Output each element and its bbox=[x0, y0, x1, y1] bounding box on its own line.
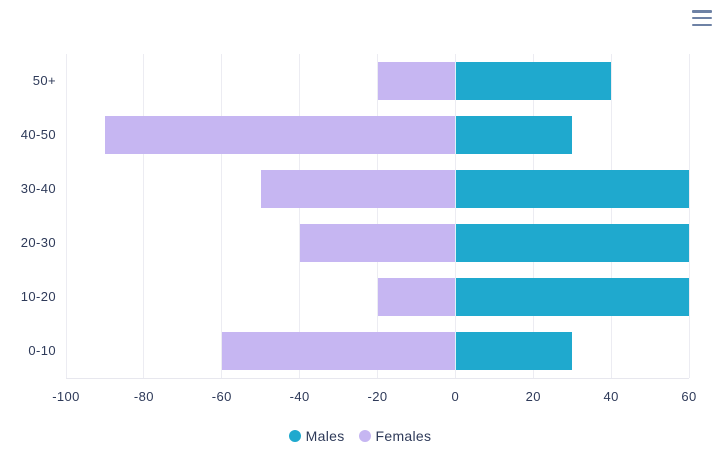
legend-dot-females bbox=[358, 430, 371, 442]
hamburger-line bbox=[692, 10, 712, 13]
legend-label: Males bbox=[305, 428, 345, 444]
x-tick-label-60: 60 bbox=[681, 389, 697, 404]
bar-females-10-20[interactable] bbox=[377, 278, 456, 316]
bar-males-20-30[interactable] bbox=[455, 224, 689, 262]
x-tick-label--80: -80 bbox=[133, 389, 154, 404]
gridline bbox=[299, 54, 301, 378]
legend-label: Females bbox=[375, 428, 432, 444]
category-label-30-40: 30-40 bbox=[20, 181, 56, 196]
hamburger-menu-icon[interactable] bbox=[692, 10, 712, 26]
bar-females-40-50[interactable] bbox=[104, 116, 456, 154]
gridline bbox=[143, 54, 145, 378]
category-label-0-10: 0-10 bbox=[28, 343, 56, 358]
gridline bbox=[65, 54, 67, 378]
x-tick-label-40: 40 bbox=[603, 389, 619, 404]
legend-item-males[interactable]: Males bbox=[288, 428, 345, 444]
category-label-50+: 50+ bbox=[32, 73, 56, 88]
gridline bbox=[454, 54, 456, 378]
bar-males-40-50[interactable] bbox=[455, 116, 573, 154]
hamburger-line bbox=[692, 16, 712, 20]
x-axis-line bbox=[66, 378, 689, 379]
category-label-10-20: 10-20 bbox=[20, 289, 56, 304]
x-tick-label--100: -100 bbox=[52, 389, 80, 404]
bar-males-30-40[interactable] bbox=[455, 170, 689, 208]
plot-area bbox=[65, 54, 690, 378]
x-tick-label--40: -40 bbox=[289, 389, 310, 404]
legend-item-females[interactable]: Females bbox=[358, 428, 432, 444]
bar-males-10-20[interactable] bbox=[455, 278, 689, 316]
x-tick-label--60: -60 bbox=[211, 389, 232, 404]
bar-males-0-10[interactable] bbox=[455, 332, 573, 370]
gridline bbox=[688, 54, 690, 378]
gridline bbox=[610, 54, 612, 378]
chart-legend: Males Females bbox=[0, 428, 720, 444]
bar-females-50+[interactable] bbox=[377, 62, 456, 100]
category-label-40-50: 40-50 bbox=[20, 127, 56, 142]
bar-males-50+[interactable] bbox=[455, 62, 612, 100]
x-tick-label-20: 20 bbox=[525, 389, 541, 404]
bar-females-20-30[interactable] bbox=[299, 224, 456, 262]
gridline bbox=[221, 54, 223, 378]
x-tick-label--20: -20 bbox=[367, 389, 388, 404]
gridline bbox=[377, 54, 378, 378]
x-tick-label-0: 0 bbox=[451, 389, 460, 404]
legend-dot-males bbox=[288, 430, 301, 442]
gridline bbox=[532, 54, 534, 378]
category-label-20-30: 20-30 bbox=[20, 235, 56, 250]
bar-females-0-10[interactable] bbox=[221, 332, 456, 370]
hamburger-line bbox=[692, 23, 712, 26]
bar-females-30-40[interactable] bbox=[260, 170, 456, 208]
